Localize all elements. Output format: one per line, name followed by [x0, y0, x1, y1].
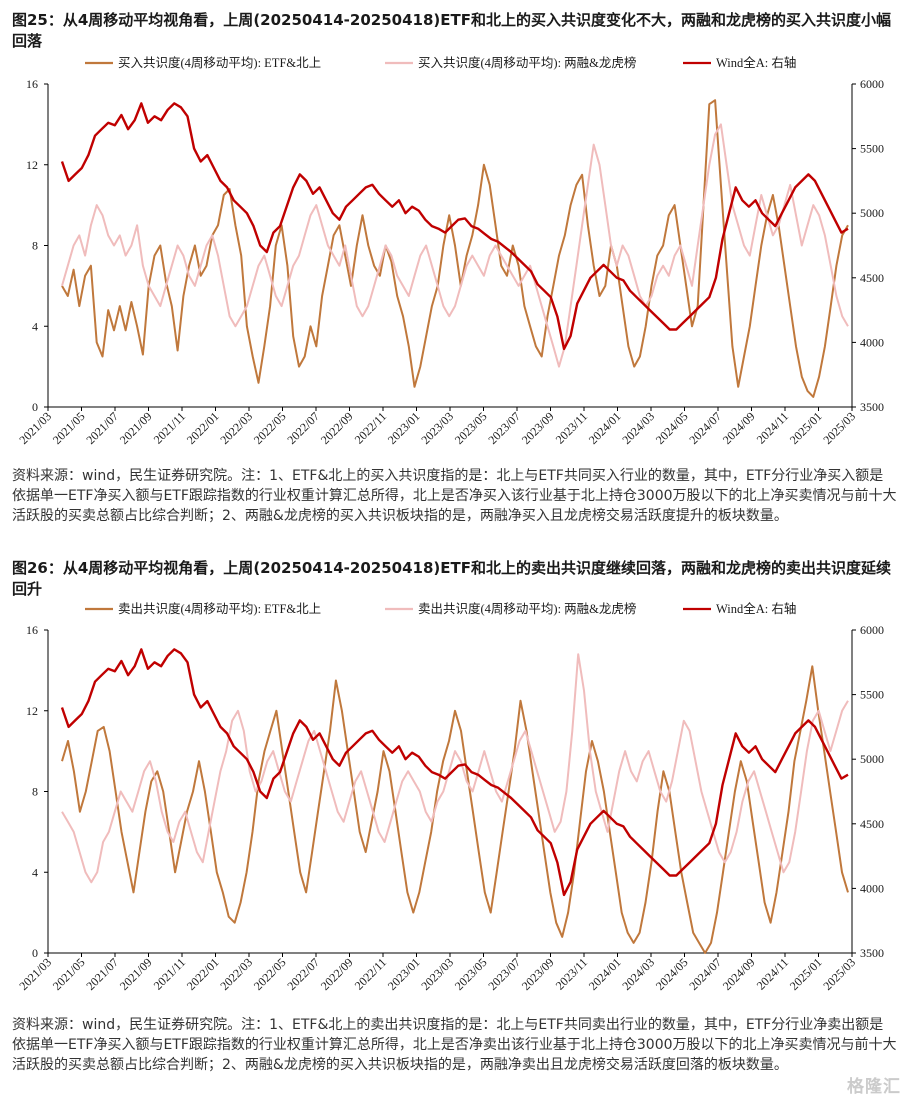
x-tick-label: 2022/09: [318, 409, 356, 447]
x-tick-label: 2021/07: [83, 955, 121, 993]
x-tick-label: 2023/07: [485, 955, 523, 993]
left-tick-label: 4: [32, 319, 38, 333]
left-tick-label: 12: [26, 158, 38, 172]
legend-label-3: Wind全A: 右轴: [716, 55, 796, 70]
x-tick-label: 2022/05: [251, 409, 289, 447]
x-tick-label: 2021/05: [50, 955, 88, 993]
x-tick-label: 2023/05: [452, 955, 490, 993]
x-tick-label: 2024/05: [653, 955, 691, 993]
x-tick-label: 2021/03: [16, 409, 54, 447]
watermark-logo: 格隆汇: [847, 1077, 901, 1097]
x-tick-label: 2021/07: [83, 409, 121, 447]
series-line-2: [61, 123, 849, 368]
sell-consensus-chart: 卖出共识度(4周移动平均): ETF&北上 卖出共识度(4周移动平均): 两融&龙…: [16, 601, 884, 993]
legend-label-2: 卖出共识度(4周移动平均): 两融&龙虎榜: [418, 601, 636, 616]
right-tick-label: 6000: [860, 77, 884, 91]
series-line-3: [60, 102, 849, 351]
x-tick-label: 2024/11: [754, 409, 791, 446]
x-tick-label: 2025/03: [820, 409, 858, 447]
x-tick-label: 2023/11: [553, 955, 590, 992]
x-tick-label: 2022/09: [318, 955, 356, 993]
x-tick-label: 2025/01: [787, 955, 825, 993]
legend-label-1: 买入共识度(4周移动平均): ETF&北上: [118, 55, 321, 70]
x-tick-label: 2022/11: [352, 955, 389, 992]
right-tick-label: 5000: [860, 752, 884, 766]
left-tick-label: 0: [32, 946, 38, 960]
x-tick-label: 2021/11: [151, 409, 188, 446]
x-tick-label: 2023/03: [418, 409, 456, 447]
x-tick-label: 2023/03: [418, 955, 456, 993]
right-tick-label: 5000: [860, 206, 884, 220]
left-tick-label: 12: [26, 704, 38, 718]
x-tick-label: 2023/09: [519, 409, 557, 447]
right-tick-label: 4500: [860, 817, 884, 831]
right-tick-label: 3500: [860, 946, 884, 960]
x-tick-label: 2024/09: [720, 409, 758, 447]
left-tick-label: 4: [32, 865, 38, 879]
left-tick-label: 16: [26, 77, 38, 91]
legend-label-3: Wind全A: 右轴: [716, 601, 796, 616]
buy-consensus-chart: 买入共识度(4周移动平均): ETF&北上 买入共识度(4周移动平均): 两融&龙…: [16, 55, 884, 447]
right-tick-label: 6000: [860, 623, 884, 637]
x-tick-label: 2022/07: [284, 955, 322, 993]
right-tick-label: 5500: [860, 688, 884, 702]
x-tick-label: 2022/07: [284, 409, 322, 447]
series-line-1: [61, 665, 849, 954]
x-tick-label: 2024/03: [619, 409, 657, 447]
x-tick-label: 2022/01: [184, 955, 222, 993]
x-tick-label: 2021/11: [151, 955, 188, 992]
right-tick-label: 4000: [860, 881, 884, 895]
figure-26-note: 资料来源：wind，民生证券研究院。注：1、ETF&北上的卖出共识度指的是：北上…: [12, 1017, 897, 1073]
x-tick-label: 2024/01: [586, 955, 624, 993]
left-tick-label: 8: [32, 785, 38, 799]
left-tick-label: 8: [32, 239, 38, 253]
x-tick-label: 2025/01: [787, 409, 825, 447]
legend-label-2: 买入共识度(4周移动平均): 两融&龙虎榜: [418, 55, 636, 70]
x-tick-label: 2024/11: [754, 955, 791, 992]
x-tick-label: 2024/05: [653, 409, 691, 447]
x-tick-label: 2024/03: [619, 955, 657, 993]
x-tick-label: 2022/03: [217, 955, 255, 993]
x-tick-label: 2025/03: [820, 955, 858, 993]
series-line-1: [61, 99, 849, 398]
x-tick-label: 2022/05: [251, 955, 289, 993]
figure-25-note: 资料来源：wind，民生证券研究院。注：1、ETF&北上的买入共识度指的是：北上…: [12, 468, 897, 524]
right-tick-label: 4500: [860, 271, 884, 285]
x-tick-label: 2021/05: [50, 409, 88, 447]
x-tick-label: 2022/01: [184, 409, 222, 447]
x-tick-label: 2024/09: [720, 955, 758, 993]
x-tick-label: 2021/09: [117, 955, 155, 993]
figure-25-title: 图25：从4周移动平均视角看，上周(20250414-20250418)ETF和…: [12, 11, 891, 50]
legend-label-1: 卖出共识度(4周移动平均): ETF&北上: [118, 601, 321, 616]
x-tick-label: 2023/09: [519, 955, 557, 993]
right-tick-label: 3500: [860, 400, 884, 414]
x-tick-label: 2024/07: [686, 955, 724, 993]
left-tick-label: 16: [26, 623, 38, 637]
left-tick-label: 0: [32, 400, 38, 414]
right-tick-label: 4000: [860, 335, 884, 349]
right-tick-label: 5500: [860, 142, 884, 156]
x-tick-label: 2023/01: [385, 409, 423, 447]
x-tick-label: 2021/09: [117, 409, 155, 447]
x-tick-label: 2023/11: [553, 409, 590, 446]
x-tick-label: 2024/07: [686, 409, 724, 447]
x-tick-label: 2024/01: [586, 409, 624, 447]
x-tick-label: 2021/03: [16, 955, 54, 993]
x-tick-label: 2023/05: [452, 409, 490, 447]
x-tick-label: 2022/11: [352, 409, 389, 446]
series-line-3: [60, 648, 849, 897]
series-line-2: [61, 653, 849, 884]
figure-26-title: 图26：从4周移动平均视角看，上周(20250414-20250418)ETF和…: [12, 559, 891, 598]
x-tick-label: 2023/07: [485, 409, 523, 447]
x-tick-label: 2023/01: [385, 955, 423, 993]
x-tick-label: 2022/03: [217, 409, 255, 447]
